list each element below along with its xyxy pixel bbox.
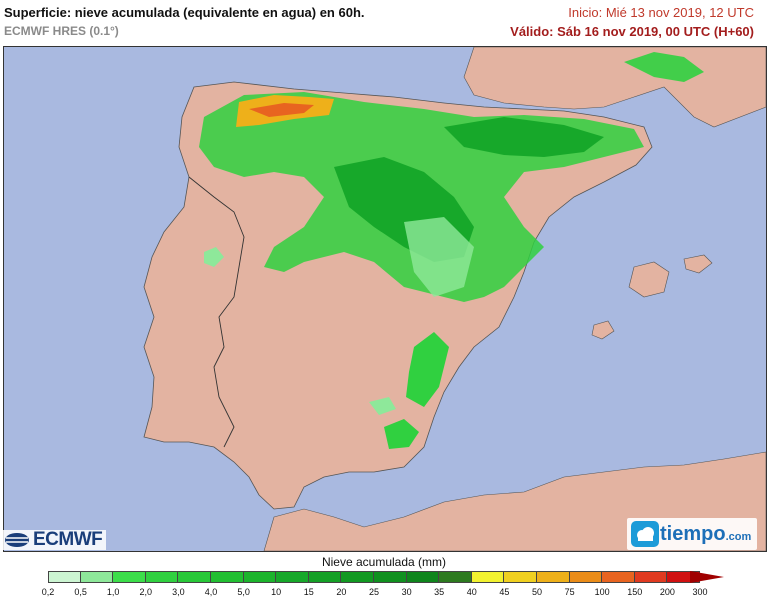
tiempo-logo-text: tiempo (660, 522, 726, 545)
valid-time: Válido: Sáb 16 nov 2019, 00 UTC (H+60) (510, 24, 754, 39)
legend-tick-label: 300 (692, 587, 708, 597)
map-title: Superficie: nieve acumulada (equivalente… (4, 5, 365, 20)
legend-ticks: 0,2 0,5 1,0 2,0 3,0 4,0 5,0 10 15 20 25 30 35 40 45 50 7… (0, 587, 768, 599)
legend-tick-label: 200 (659, 587, 675, 597)
legend-swatch (341, 571, 374, 583)
legend-tick-label: 30 (401, 587, 412, 597)
legend-swatch (536, 571, 570, 583)
legend-swatch (210, 571, 244, 583)
legend-tick-label: 35 (434, 587, 445, 597)
snow-area-south-1 (406, 332, 449, 407)
legend-swatch (504, 571, 537, 583)
legend-swatch (569, 571, 603, 583)
legend-tick-label: 25 (368, 587, 380, 597)
init-time: Inicio: Mié 13 nov 2019, 12 UTC (568, 5, 754, 20)
legend-tick-label: 40 (466, 587, 477, 597)
header: Superficie: nieve acumulada (equivalente… (0, 0, 768, 46)
legend-tick-label: 3,0 (172, 587, 185, 597)
legend-tick-label: 45 (499, 587, 510, 597)
legend-tick-label: 10 (271, 587, 282, 597)
map-svg (4, 47, 766, 551)
legend-swatch (406, 571, 440, 583)
menorca (683, 254, 713, 274)
snow-light-east (404, 217, 474, 297)
legend-tick-label: 2,0 (139, 587, 153, 597)
legend-tick-label: 75 (564, 587, 575, 597)
snow-area-south-3 (369, 397, 396, 415)
legend-swatch (308, 571, 342, 583)
snow-core-pyrenees (444, 117, 604, 157)
legend-tick-label: 1,0 (106, 587, 120, 597)
legend-swatch (471, 571, 505, 583)
snow-peak-cantabrica (249, 103, 314, 117)
legend-swatch (80, 571, 114, 583)
legend-tick-label: 150 (627, 587, 643, 597)
tiempo-logo-domain: .com (725, 531, 752, 543)
legend-swatch (602, 571, 635, 583)
legend-swatch (439, 571, 472, 583)
legend-tick-label: 20 (336, 587, 347, 597)
snow-area-alps (624, 52, 704, 82)
snow-area-south-2 (384, 419, 419, 449)
mallorca (628, 261, 670, 298)
legend-tick-label: 50 (531, 587, 543, 597)
map-panel[interactable] (3, 46, 767, 552)
tiempo-cloud-icon (631, 521, 659, 547)
legend-swatch (113, 571, 146, 583)
legend-swatch (243, 571, 277, 583)
legend-swatch (276, 571, 309, 583)
legend-arrow (690, 571, 724, 583)
portugal-border (188, 176, 245, 448)
legend-tick-label: 0,2 (41, 587, 55, 597)
legend-tick-label: 5,0 (237, 587, 250, 597)
model-subtitle: ECMWF HRES (0.1°) (4, 24, 119, 38)
legend-swatch (48, 571, 81, 583)
legend-tick-label: 0,5 (74, 587, 87, 597)
legend-swatch (145, 571, 179, 583)
ecmwf-logo: ECMWF (2, 529, 107, 550)
legend-swatch (373, 571, 407, 583)
iberia-land (143, 81, 653, 510)
snow-area-portugal (204, 247, 224, 267)
legend-swatch (178, 571, 211, 583)
legend-tick-label: 100 (594, 587, 610, 597)
ecmwf-logo-text: ECMWF (33, 529, 103, 550)
tiempo-logo: tiempo .com (627, 518, 758, 550)
ecmwf-globe-icon (5, 533, 29, 547)
legend-color-bar (48, 571, 700, 583)
legend-title: Nieve acumulada (mm) (321, 555, 447, 569)
legend-swatch (634, 571, 668, 583)
legend-tick-label: 4,0 (204, 587, 218, 597)
legend-tick-label: 15 (303, 587, 314, 597)
ibiza (591, 320, 615, 340)
